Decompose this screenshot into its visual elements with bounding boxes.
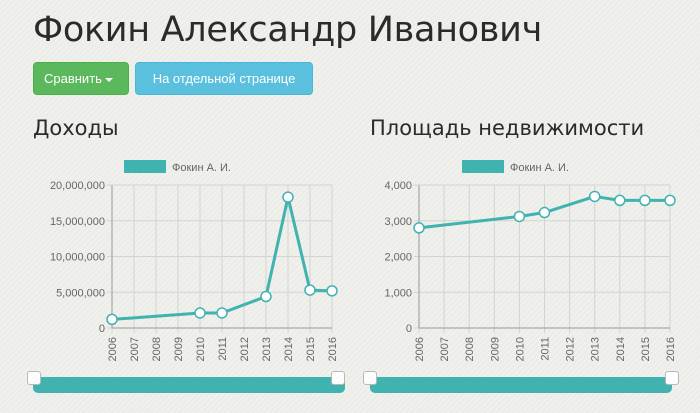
legend-swatch xyxy=(124,160,166,173)
y-tick-label: 0 xyxy=(406,323,412,335)
property-range-slider-right-handle[interactable] xyxy=(665,371,679,385)
data-point xyxy=(282,191,294,203)
x-tick-label: 2013 xyxy=(261,337,273,361)
x-tick-label: 2012 xyxy=(239,337,251,361)
y-tick-label: 5,000,000 xyxy=(56,287,105,299)
compare-button[interactable]: Сравнить xyxy=(33,62,129,95)
data-point xyxy=(538,206,551,219)
income-chart-title: Доходы xyxy=(33,116,119,140)
income-chart: Фокин А. И. 0 5,000,000 10,000,000 15,000,00… xyxy=(50,160,339,361)
data-point xyxy=(639,194,651,207)
x-tick-label: 2013 xyxy=(590,337,602,361)
y-tick-label: 20,000,000 xyxy=(50,180,105,192)
x-tick-label: 2008 xyxy=(464,337,476,361)
x-tick-label: 2014 xyxy=(615,337,627,361)
data-point xyxy=(260,290,272,303)
x-tick-label: 2014 xyxy=(283,337,295,361)
y-tick-label: 2,000 xyxy=(384,252,412,264)
page-title: Фокин Александр Иванович xyxy=(33,10,542,50)
data-point xyxy=(664,194,676,207)
data-point xyxy=(513,210,526,223)
x-tick-label: 2007 xyxy=(129,337,141,361)
property-area-chart: Фокин А. И. 0 1,000 2,000 3,000 4,000 2006 2007… xyxy=(384,160,677,361)
legend-swatch xyxy=(462,160,504,173)
x-tick-label: 2009 xyxy=(489,337,501,361)
x-tick-label: 2011 xyxy=(540,337,552,361)
y-tick-label: 0 xyxy=(99,323,105,335)
x-tick-label: 2015 xyxy=(305,337,317,361)
x-tick-label: 2012 xyxy=(565,337,577,361)
x-tick-label: 2008 xyxy=(151,337,163,361)
y-tick-label: 4,000 xyxy=(384,180,412,192)
property-range-slider-left-handle[interactable] xyxy=(363,371,377,385)
income-range-slider-right-handle[interactable] xyxy=(331,371,345,385)
data-point xyxy=(326,285,338,297)
y-tick-label: 10,000,000 xyxy=(50,252,105,264)
compare-button-label: Сравнить xyxy=(44,71,102,86)
x-tick-label: 2016 xyxy=(665,337,677,361)
y-tick-label: 1,000 xyxy=(384,287,412,299)
data-point xyxy=(413,222,425,234)
x-tick-label: 2009 xyxy=(173,337,185,361)
x-tick-label: 2006 xyxy=(107,337,119,361)
legend-label: Фокин А. И. xyxy=(172,162,231,174)
property-area-chart-title: Площадь недвижимости xyxy=(370,116,645,140)
caret-down-icon xyxy=(104,77,113,82)
x-tick-label: 2006 xyxy=(414,337,426,361)
x-tick-label: 2010 xyxy=(514,337,526,361)
data-point xyxy=(194,307,206,319)
data-point xyxy=(588,190,601,203)
x-tick-label: 2010 xyxy=(195,337,207,361)
data-point xyxy=(106,313,118,326)
y-tick-label: 3,000 xyxy=(384,216,412,228)
legend-label: Фокин А. И. xyxy=(510,162,569,174)
income-range-slider-left-handle[interactable] xyxy=(27,371,41,385)
separate-page-button[interactable]: На отдельной странице xyxy=(135,62,313,95)
data-point xyxy=(304,284,316,296)
x-tick-label: 2011 xyxy=(217,337,229,361)
property-range-slider-track[interactable] xyxy=(370,377,672,393)
x-tick-label: 2016 xyxy=(327,337,339,361)
y-tick-label: 15,000,000 xyxy=(50,216,105,228)
x-tick-label: 2007 xyxy=(439,337,451,361)
income-range-slider-track[interactable] xyxy=(33,377,345,393)
data-point xyxy=(614,194,626,207)
data-point xyxy=(216,307,228,319)
x-tick-label: 2015 xyxy=(640,337,652,361)
